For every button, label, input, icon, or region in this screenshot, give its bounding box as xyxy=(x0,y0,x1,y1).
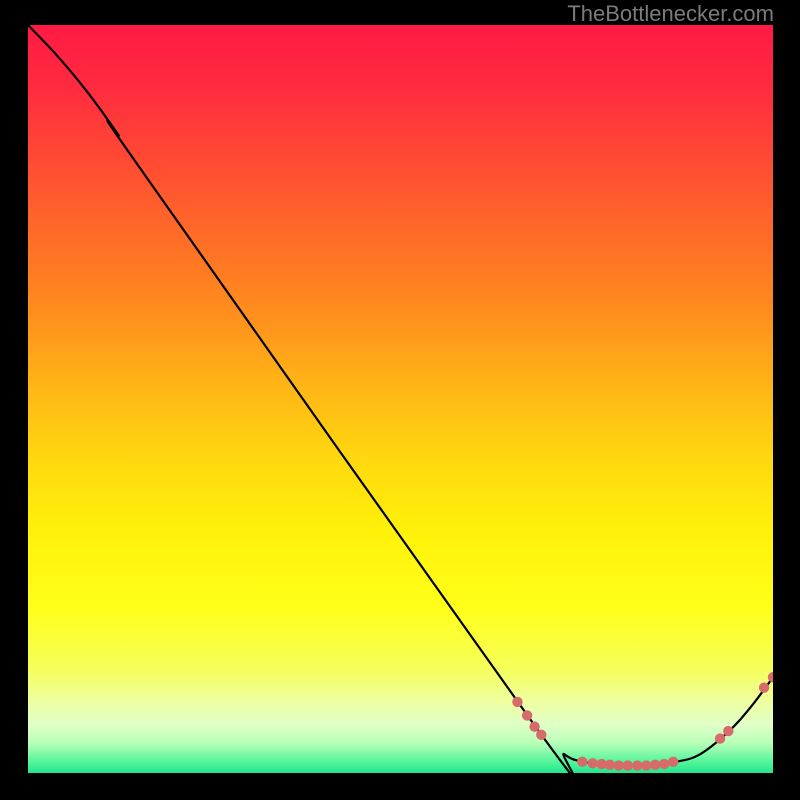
data-marker xyxy=(668,757,678,767)
data-marker xyxy=(512,697,522,707)
data-marker xyxy=(659,759,669,769)
watermark-text: TheBottlenecker.com xyxy=(567,1,774,27)
data-marker xyxy=(641,760,651,770)
data-marker xyxy=(715,733,725,743)
bottleneck-chart: TheBottlenecker.com xyxy=(0,0,800,800)
data-marker xyxy=(623,760,633,770)
data-marker xyxy=(650,760,660,770)
data-marker xyxy=(577,757,587,767)
bottleneck-curve xyxy=(28,25,773,773)
data-marker xyxy=(768,672,773,682)
data-marker xyxy=(588,758,598,768)
data-marker xyxy=(536,730,546,740)
data-marker xyxy=(614,760,624,770)
data-marker xyxy=(632,760,642,770)
data-marker xyxy=(759,683,769,693)
data-marker xyxy=(522,710,532,720)
plot-area xyxy=(28,25,773,773)
curve-layer xyxy=(28,25,773,773)
data-marker xyxy=(723,726,733,736)
marker-group xyxy=(512,672,773,771)
data-marker xyxy=(605,760,615,770)
data-marker xyxy=(529,721,539,731)
